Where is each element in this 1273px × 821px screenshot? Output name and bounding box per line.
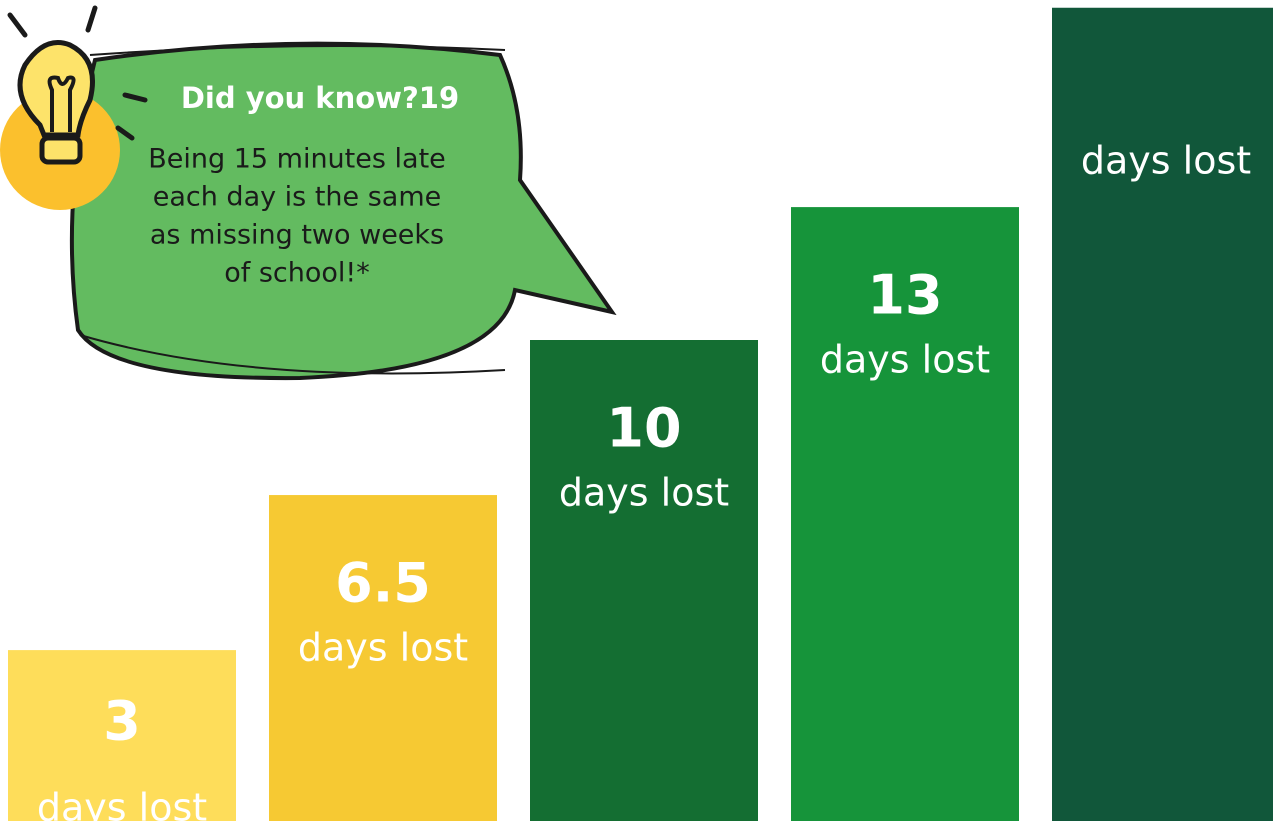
bubble-line: as missing two weeks — [150, 220, 444, 251]
bubble-line: of school!* — [224, 258, 370, 289]
bulb-base — [42, 138, 80, 162]
chart: 3 days lost 6.5 days lost 10 days lost 13 days … — [0, 0, 1273, 821]
unit-label: days lost — [820, 338, 990, 382]
value-label: 13 — [867, 264, 942, 327]
bubble-line: Being 15 minutes late — [148, 144, 446, 175]
bubble-line: each day is the same — [153, 182, 442, 213]
value-label: 6.5 — [335, 552, 431, 615]
bar — [1052, 8, 1273, 821]
unit-label: days lost — [37, 786, 207, 821]
bubble-title: Did you know?19 — [181, 81, 459, 115]
value-label: 10 — [606, 397, 681, 460]
unit-label: days lost — [298, 626, 468, 670]
value-label: 3 — [103, 690, 141, 753]
unit-label: days lost — [1081, 138, 1251, 182]
unit-label: days lost — [559, 471, 729, 515]
